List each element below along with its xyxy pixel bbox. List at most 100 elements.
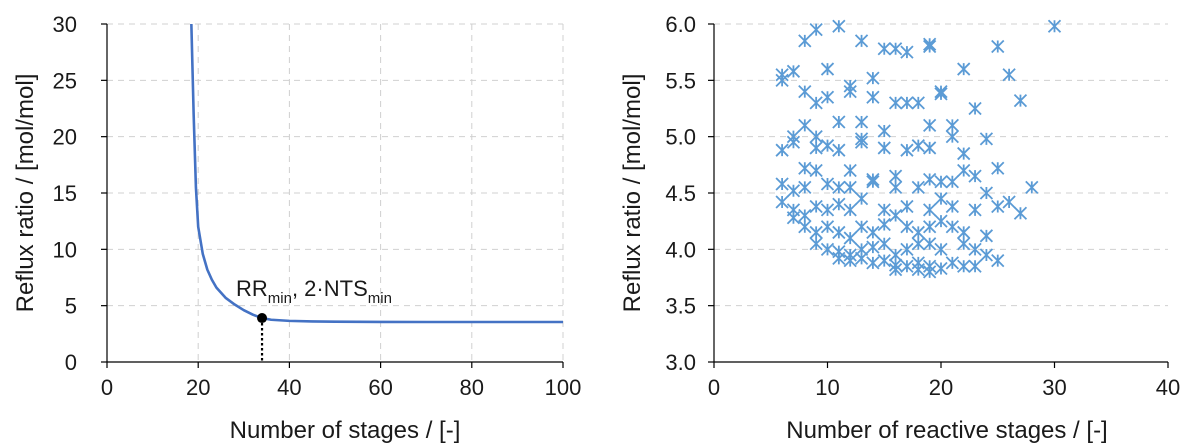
scatter-point: [911, 139, 925, 153]
y-axis-title: Reflux ratio / [mol/mol]: [12, 74, 39, 313]
scatter-point: [968, 203, 982, 217]
scatter-point: [923, 203, 937, 217]
scatter-point: [900, 259, 914, 273]
scatter-point: [877, 124, 891, 138]
x-tick-label: 0: [708, 375, 720, 400]
scatter-point: [809, 130, 823, 144]
scatter-point: [798, 118, 812, 133]
scatter-point: [809, 96, 823, 110]
scatter-point: [934, 87, 948, 101]
scatter-point: [798, 161, 812, 175]
scatter-point: [832, 225, 846, 240]
scatter-point: [900, 45, 914, 59]
scatter-point: [775, 73, 789, 87]
y-tick-label: 15: [53, 181, 77, 206]
scatter-point: [957, 163, 971, 178]
scatter-point: [991, 253, 1005, 268]
scatter-point: [934, 191, 948, 206]
scatter-point: [934, 261, 948, 276]
scatter-point: [809, 237, 823, 251]
scatter-point: [809, 163, 823, 178]
x-tick-label: 10: [815, 375, 839, 400]
scatter-point: [854, 251, 869, 265]
scatter-point: [991, 161, 1005, 175]
scatter-point: [775, 195, 789, 209]
scatter-point: [957, 259, 971, 273]
y-tick-label: 5.5: [665, 68, 696, 93]
scatter-point: [854, 115, 869, 129]
scatter-point: [832, 197, 846, 211]
scatter-point: [957, 62, 971, 76]
scatter-point: [832, 143, 846, 157]
scatter-point: [854, 135, 869, 149]
y-tick-label: 0: [65, 350, 77, 375]
scatter-point: [843, 180, 857, 195]
scatter-point: [923, 39, 937, 54]
scatter-point: [979, 229, 994, 243]
scatter-point: [786, 211, 801, 225]
y-tick-label: 4.5: [665, 181, 696, 206]
scatter-point: [1002, 195, 1016, 209]
y-tick-label: 25: [53, 68, 77, 93]
scatter-point: [1013, 93, 1028, 108]
scatter-point: [911, 180, 925, 195]
scatter-point: [991, 199, 1005, 214]
scatter-point: [991, 39, 1005, 54]
scatter-point: [820, 203, 835, 217]
scatter-point: [832, 251, 846, 265]
right-chart: 0 10 20 30 40 3.0 3.5 4.0 4.5 5.0 5.5 6.0 Number of …: [619, 12, 1180, 444]
scatter-point: [877, 217, 891, 232]
left-chart: 0 20 40 60 80 100 0 5 10 15 20 25 30 Number of stages…: [12, 12, 581, 444]
x-axis-title: Number of reactive stages / [-]: [786, 417, 1107, 444]
y-tick-label: 5.0: [665, 125, 696, 150]
scatter-point: [786, 64, 801, 78]
scatter-point: [911, 262, 925, 277]
scatter-point: [979, 248, 994, 262]
scatter-point: [900, 96, 914, 110]
y-tick-label: 10: [53, 237, 77, 262]
scatter-point: [820, 242, 835, 256]
scatter-point: [923, 237, 937, 251]
scatter-point: [809, 22, 823, 37]
scatter-point: [957, 237, 971, 251]
scatter-point: [968, 101, 982, 116]
x-tick-label: 30: [1042, 375, 1066, 400]
scatter-point: [1013, 206, 1028, 220]
x-tick-label: 60: [368, 375, 392, 400]
scatter-point: [854, 191, 869, 206]
scatter-point: [798, 180, 812, 195]
annotation-label-sep: , 2·NTS: [292, 276, 368, 301]
scatter-point: [900, 143, 914, 157]
scatter-point: [809, 199, 823, 214]
scatter-point: [888, 248, 903, 262]
scatter-point: [820, 177, 835, 191]
scatter-point: [888, 180, 903, 195]
scatter-point: [923, 118, 937, 133]
scatter-point: [843, 84, 857, 99]
scatter-point: [866, 256, 880, 270]
y-axis-title: Reflux ratio / [mol/mol]: [619, 74, 646, 313]
scatter-point: [854, 34, 869, 48]
x-tick-label: 40: [277, 375, 301, 400]
min-point-annotation: RRmin, 2·NTSmin: [236, 276, 392, 307]
scatter-point: [866, 240, 880, 254]
scatter-point: [877, 203, 891, 217]
scatter-point: [900, 242, 914, 256]
scatter-point: [923, 220, 937, 234]
scatter-point: [843, 203, 857, 217]
scatter-point: [888, 96, 903, 110]
annotation-label-main: RR: [236, 276, 268, 301]
scatter-point: [877, 237, 891, 251]
scatter-point: [1002, 68, 1016, 82]
scatter-point: [957, 225, 971, 240]
scatter-point: [945, 220, 959, 234]
scatter-point: [820, 220, 835, 234]
y-tick-label: 3.5: [665, 294, 696, 319]
scatter-point: [809, 225, 823, 240]
scatter-point: [798, 208, 812, 223]
x-tick-label: 0: [101, 375, 113, 400]
scatter-point: [957, 146, 971, 161]
scatter-point: [911, 96, 925, 110]
scatter-point: [798, 220, 812, 234]
